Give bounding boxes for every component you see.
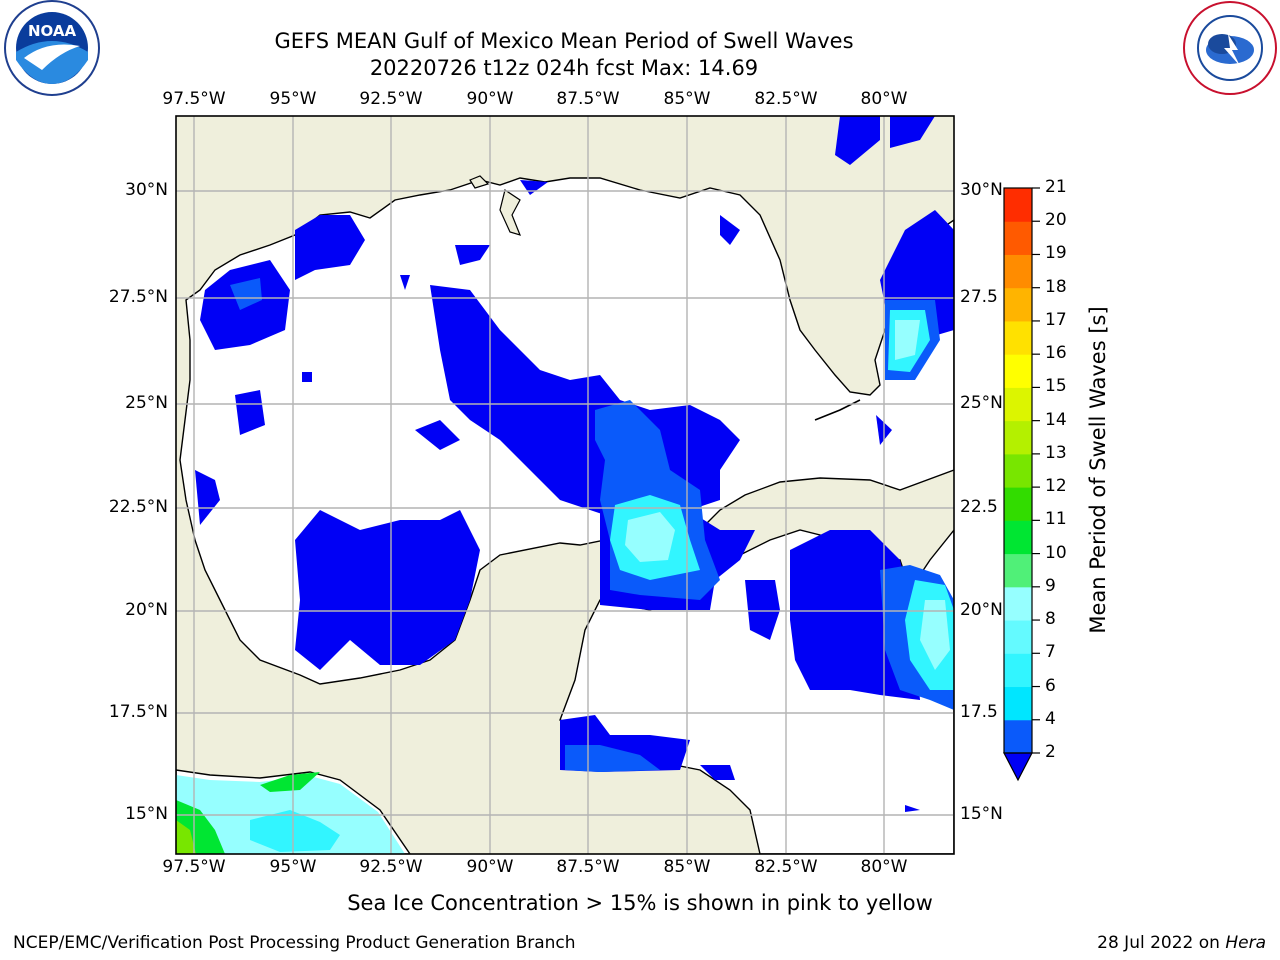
map-title: GEFS MEAN Gulf of Mexico Mean Period of …: [274, 29, 854, 53]
colorbar-frame: [1003, 187, 1033, 754]
colorbar-cell: [1004, 453, 1032, 488]
colorbar-cell: [1004, 254, 1032, 289]
colorbar-tick-label: 19: [1045, 243, 1067, 264]
lat-label-right: 20°N: [960, 600, 1003, 620]
national-weather-service-logo: [1183, 1, 1277, 95]
lon-label-bottom: 82.5°W: [754, 857, 818, 877]
colorbar: [1003, 187, 1040, 782]
gulf-swell-patches-8s: [625, 320, 950, 670]
graticule: [176, 116, 954, 854]
colorbar-tick-label: 2: [1045, 742, 1056, 762]
colorbar-tick-label: 10: [1045, 542, 1067, 563]
colorbar-tick-label: 20: [1045, 210, 1067, 231]
map-subtitle: 20220726 t12z 024h fcst Max: 14.69: [369, 56, 759, 80]
colorbar-cell: [1004, 520, 1032, 555]
colorbar-tick-label: 4: [1045, 708, 1056, 729]
lat-label-right: 15°N: [960, 804, 1003, 824]
colorbar-tick-label: 16: [1045, 343, 1067, 364]
colorbar-cell: [1004, 188, 1032, 222]
colorbar-tick-label: 12: [1045, 476, 1067, 497]
pacific-swell-area-10s-coast: [260, 772, 320, 792]
lat-label-right: 27.5: [960, 287, 998, 307]
lat-label-left: 27.5°N: [108, 287, 168, 307]
map-frame: [175, 115, 955, 855]
svg-text:NOAA: NOAA: [28, 22, 77, 40]
colorbar-cell: [1004, 221, 1032, 255]
colorbar-tick-label: 8: [1045, 609, 1056, 630]
lat-label-left: 17.5°N: [108, 702, 168, 722]
lat-label-left: 20°N: [125, 600, 168, 620]
colorbar-title: Mean Period of Swell Waves [s]: [1086, 306, 1110, 634]
colorbar-tick-label: 15: [1045, 376, 1067, 397]
colorbar-cell: [1004, 487, 1032, 521]
colorbar-tick-label: 7: [1045, 642, 1056, 663]
colorbar-cell: [1004, 719, 1032, 754]
sea-ice-note: Sea Ice Concentration > 15% is shown in …: [347, 891, 933, 915]
lon-label-top: 85°W: [663, 89, 711, 109]
lon-label-top: 92.5°W: [359, 89, 423, 109]
lon-label-top: 95°W: [269, 89, 317, 109]
colorbar-tick-label: 17: [1045, 309, 1067, 330]
lon-label-top: 97.5°W: [162, 89, 226, 109]
colorbar-cell: [1004, 653, 1032, 688]
colorbar-tick-label: 6: [1045, 675, 1056, 696]
colorbar-cell: [1004, 686, 1032, 721]
colorbar-cell: [1004, 586, 1032, 621]
lon-label-bottom: 97.5°W: [162, 857, 226, 877]
colorbar-cell: [1004, 287, 1032, 322]
colorbar-cell: [1004, 354, 1032, 388]
lat-label-right: 30°N: [960, 180, 1003, 200]
colorbar-tick-label: 9: [1045, 575, 1056, 596]
lat-label-left: 15°N: [125, 804, 168, 824]
lon-label-top: 80°W: [860, 89, 908, 109]
pacific-swell-area-12s: [176, 820, 196, 854]
colorbar-cell: [1004, 387, 1032, 422]
lon-label-bottom: 87.5°W: [556, 857, 620, 877]
footer-date-text: 28 Jul 2022 on: [1097, 933, 1220, 953]
lon-label-top: 90°W: [466, 89, 514, 109]
colorbar-tick-label: 18: [1045, 276, 1067, 297]
noaa-logo: NOAA: [4, 0, 100, 96]
colorbar-cell: [1004, 553, 1032, 588]
colorbar-tick-label: 13: [1045, 442, 1067, 463]
lat-label-left: 30°N: [125, 180, 168, 200]
lon-label-bottom: 85°W: [663, 857, 711, 877]
lat-label-right: 22.5: [960, 497, 998, 517]
lat-label-left: 25°N: [125, 393, 168, 413]
colorbar-under-arrow: [1003, 752, 1033, 782]
lon-label-bottom: 80°W: [860, 857, 908, 877]
pacific-swell-area-6s: [250, 810, 340, 852]
lat-label-left: 22.5°N: [108, 497, 168, 517]
lon-label-top: 87.5°W: [556, 89, 620, 109]
colorbar-cell: [1004, 320, 1032, 355]
lon-label-bottom: 90°W: [466, 857, 514, 877]
lon-label-bottom: 92.5°W: [359, 857, 423, 877]
colorbar-cell: [1004, 420, 1032, 455]
footer-credit: NCEP/EMC/Verification Post Processing Pr…: [13, 933, 576, 953]
lon-label-top: 82.5°W: [754, 89, 818, 109]
lat-label-right: 25°N: [960, 393, 1003, 413]
colorbar-tick-label: 11: [1045, 509, 1067, 530]
colorbar-tick-label: 14: [1045, 409, 1067, 430]
footer-host: Hera: [1225, 933, 1266, 953]
footer-date: 28 Jul 2022 on Hera: [1097, 933, 1266, 953]
lon-label-bottom: 95°W: [269, 857, 317, 877]
colorbar-cell: [1004, 620, 1032, 654]
lat-label-right: 17.5: [960, 702, 998, 722]
colorbar-tick-label: 21: [1045, 177, 1067, 197]
